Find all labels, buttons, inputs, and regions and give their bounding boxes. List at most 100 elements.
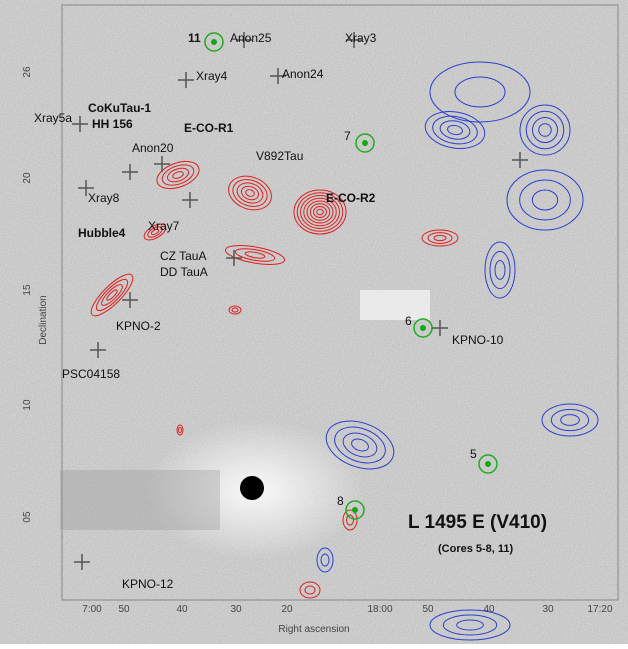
contour xyxy=(346,514,354,526)
source-label: Xray4 xyxy=(196,69,228,83)
contour xyxy=(240,185,260,201)
x-tick-label: 20 xyxy=(281,604,293,615)
contour xyxy=(432,115,478,145)
source-label: Xray3 xyxy=(345,31,377,45)
x-tick-label: 50 xyxy=(422,604,434,615)
source-cross xyxy=(182,192,198,208)
contour xyxy=(232,179,268,207)
core-label: 11 xyxy=(188,31,201,45)
core-circle xyxy=(478,454,498,474)
contour xyxy=(161,164,195,186)
contour xyxy=(484,241,516,299)
contour xyxy=(427,232,453,244)
x-tick-label: 30 xyxy=(542,604,554,615)
contour xyxy=(456,619,484,631)
source-cross xyxy=(236,32,252,48)
contour xyxy=(95,278,129,312)
contour xyxy=(303,197,337,227)
source-label: CoKuTau-1 xyxy=(88,101,151,115)
source-label: Anon25 xyxy=(230,31,272,45)
contour xyxy=(421,229,459,247)
contour xyxy=(150,228,160,236)
core-dot xyxy=(362,140,368,146)
x-tick-label: 40 xyxy=(176,604,188,615)
x-tick-label: 7:00 xyxy=(82,604,102,615)
contour xyxy=(351,438,369,452)
y-tick-label: 15 xyxy=(22,284,33,296)
contour xyxy=(156,160,200,190)
contour xyxy=(299,581,321,599)
source-cross xyxy=(270,68,286,84)
source-label: E-CO-R2 xyxy=(326,191,376,205)
contour xyxy=(106,289,118,301)
y-tick-label: 26 xyxy=(22,66,33,78)
y-axis-title: Declination xyxy=(38,295,49,344)
contour xyxy=(176,424,184,436)
contour xyxy=(439,120,471,140)
y-tick-label: 05 xyxy=(22,511,33,523)
contour xyxy=(532,117,558,143)
contour xyxy=(433,234,447,242)
axes: 7:00 50 40 30 20 18:00 50 40 30 17:20 26 20 15 10 05 xyxy=(22,66,613,615)
source-label: Anon24 xyxy=(282,67,324,81)
source-label: Anon20 xyxy=(132,141,174,155)
contour xyxy=(224,245,286,265)
contour xyxy=(334,426,386,464)
contour xyxy=(342,509,358,531)
contour xyxy=(560,414,580,426)
contour xyxy=(506,169,584,231)
x-tick-label: 30 xyxy=(230,604,242,615)
source-label: Hubble4 xyxy=(78,226,126,240)
contours xyxy=(90,61,599,641)
contour xyxy=(90,273,134,317)
contour xyxy=(316,208,324,216)
x-tick-label: 50 xyxy=(118,604,130,615)
x-tick-label: 18:00 xyxy=(367,604,392,615)
source-cross xyxy=(122,292,138,308)
source-label: KPNO-10 xyxy=(452,333,504,347)
contour xyxy=(550,408,590,432)
contour xyxy=(424,111,486,149)
contour xyxy=(293,189,347,235)
contour xyxy=(304,585,316,595)
contour xyxy=(316,547,334,573)
source-cross xyxy=(90,342,106,358)
source-label: Xray8 xyxy=(88,191,120,205)
contour xyxy=(429,61,531,123)
source-label: Xray5a xyxy=(34,111,72,125)
contour xyxy=(231,307,239,313)
source-label: PSC04158 xyxy=(62,367,120,381)
contour xyxy=(236,182,264,204)
contour xyxy=(541,403,599,437)
core-label: 8 xyxy=(337,494,344,508)
contour xyxy=(313,206,327,218)
y-tick-label: 10 xyxy=(22,399,33,411)
contour xyxy=(172,171,184,179)
contour xyxy=(489,250,511,290)
bright-star xyxy=(240,476,264,500)
contour xyxy=(519,179,571,221)
contour xyxy=(228,175,272,211)
source-label: E-CO-R1 xyxy=(184,121,234,135)
source-label: CZ TauA xyxy=(160,249,206,263)
core-label: 7 xyxy=(344,129,351,143)
contour xyxy=(494,260,506,280)
contour xyxy=(306,200,334,224)
contour xyxy=(309,203,331,221)
source-cross xyxy=(512,152,528,168)
contour xyxy=(178,427,182,433)
core-label: 6 xyxy=(405,314,412,328)
y-tick-label: 20 xyxy=(22,172,33,184)
contour xyxy=(525,110,565,150)
source-cross xyxy=(178,72,194,88)
subtitle: (Cores 5-8, 11) xyxy=(438,543,514,555)
x-tick-label: 40 xyxy=(483,604,495,615)
contour xyxy=(300,195,340,229)
source-cross xyxy=(78,180,94,196)
contour xyxy=(519,104,571,156)
source-markers xyxy=(72,32,528,570)
contour xyxy=(429,609,511,641)
contour xyxy=(234,248,276,262)
source-label: KPNO-2 xyxy=(116,319,161,333)
